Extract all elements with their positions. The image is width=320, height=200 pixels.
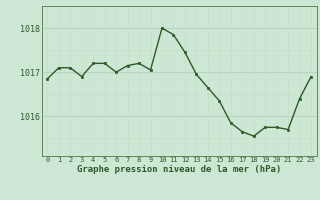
X-axis label: Graphe pression niveau de la mer (hPa): Graphe pression niveau de la mer (hPa) [77, 165, 281, 174]
